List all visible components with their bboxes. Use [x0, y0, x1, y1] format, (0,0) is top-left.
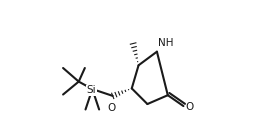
- Text: O: O: [185, 102, 194, 112]
- Text: O: O: [107, 103, 116, 113]
- Text: NH: NH: [158, 38, 174, 48]
- Text: Si: Si: [87, 85, 97, 95]
